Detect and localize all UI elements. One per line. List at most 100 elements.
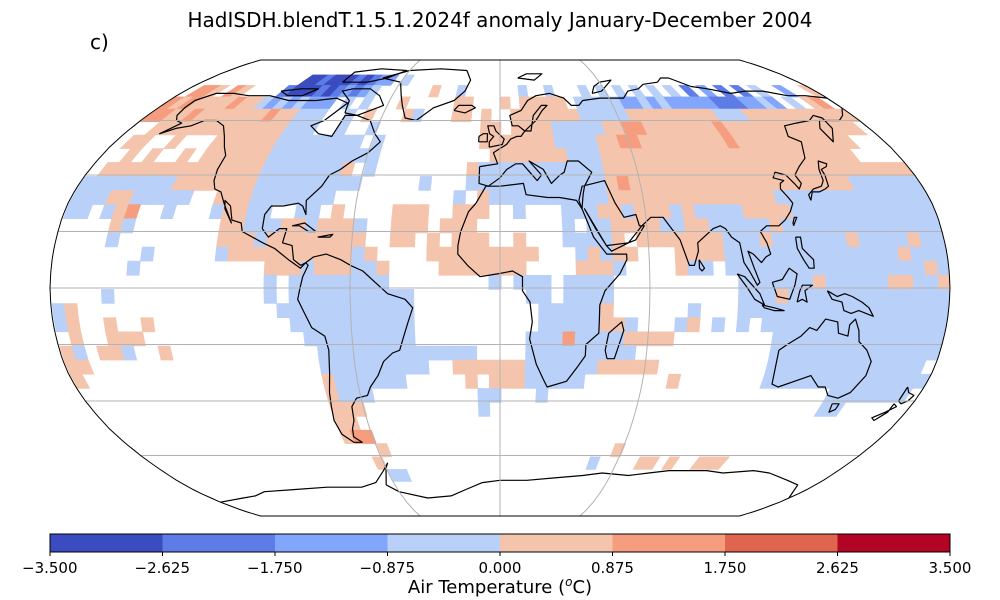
anomaly-cell xyxy=(563,303,577,318)
colorbar-tick-label: 1.750 xyxy=(703,559,747,577)
anomaly-cell xyxy=(332,121,352,136)
anomaly-cell xyxy=(289,246,304,262)
anomaly-cell xyxy=(835,134,862,149)
coastline xyxy=(220,462,799,503)
anomaly-cell xyxy=(176,190,195,205)
anomaly-cell xyxy=(428,85,442,98)
anomaly-cell xyxy=(363,303,378,318)
anomaly-cell xyxy=(370,134,387,149)
colorbar-tick-label: 0.000 xyxy=(478,559,522,577)
anomaly-cell xyxy=(622,345,637,361)
anomaly-cell xyxy=(464,345,478,361)
anomaly-cell xyxy=(512,190,526,205)
anomaly-cell xyxy=(227,246,242,262)
anomaly-cell xyxy=(329,345,344,361)
anomaly-cell xyxy=(438,260,452,276)
anomaly-cell xyxy=(488,275,502,290)
anomaly-cell xyxy=(824,260,839,276)
anomaly-cell xyxy=(511,134,524,149)
anomaly-cell xyxy=(140,317,156,333)
anomaly-cell xyxy=(535,176,549,191)
anomaly-cell xyxy=(276,246,292,262)
anomaly-cell xyxy=(519,108,532,123)
anomaly-cell xyxy=(558,176,573,191)
anomaly-cell xyxy=(884,246,900,262)
coastline xyxy=(297,253,414,443)
anomaly-cell xyxy=(661,85,683,98)
anomaly-cell xyxy=(646,218,662,234)
anomaly-cell xyxy=(463,246,477,262)
coastline xyxy=(478,77,844,286)
anomaly-cell xyxy=(511,148,524,163)
anomaly-cell xyxy=(562,232,576,248)
anomaly-cell xyxy=(438,246,453,262)
coastline xyxy=(792,216,798,227)
anomaly-cell xyxy=(524,373,538,389)
anomaly-cell xyxy=(873,303,889,318)
anomaly-cell xyxy=(418,176,433,191)
anomaly-cell xyxy=(912,275,927,290)
anomaly-cell xyxy=(390,218,405,234)
anomaly-cell xyxy=(163,134,188,149)
coastline xyxy=(159,92,381,269)
anomaly-cell xyxy=(612,260,627,276)
anomaly-cell xyxy=(426,232,441,248)
anomaly-cell xyxy=(841,121,869,136)
anomaly-cell xyxy=(306,204,322,219)
anomaly-cell xyxy=(500,176,514,191)
anomaly-cell xyxy=(65,317,82,333)
anomaly-cell xyxy=(834,317,850,333)
anomaly-cell xyxy=(452,359,466,375)
anomaly-cell xyxy=(242,218,259,234)
anomaly-cell xyxy=(560,204,575,219)
anomaly-cell xyxy=(364,331,379,347)
coastline xyxy=(698,259,706,272)
anomaly-cell xyxy=(762,289,777,304)
anomaly-cell xyxy=(325,289,340,304)
anomaly-cell xyxy=(697,232,713,248)
anomaly-cell xyxy=(512,359,526,375)
anomaly-cell xyxy=(610,218,625,234)
anomaly-cell xyxy=(924,260,939,276)
anomaly-cell xyxy=(835,246,851,262)
anomaly-cell xyxy=(575,289,590,304)
anomaly-cell xyxy=(683,218,699,234)
anomaly-cell xyxy=(403,359,418,375)
anomaly-cell xyxy=(513,246,527,262)
anomaly-cell xyxy=(414,218,429,234)
anomaly-cell xyxy=(74,204,94,219)
anomaly-cell xyxy=(886,260,902,276)
anomaly-cell xyxy=(488,359,502,375)
colorbar-tick-label: 0.875 xyxy=(591,559,634,577)
anomaly-cell xyxy=(51,303,67,318)
coastline xyxy=(457,182,628,388)
coastline xyxy=(604,321,625,360)
anomaly-cell xyxy=(328,218,344,234)
anomaly-cell xyxy=(500,373,514,389)
anomaly-cell xyxy=(872,246,888,262)
anomaly-cell xyxy=(64,303,79,318)
anomaly-cell xyxy=(644,85,665,98)
anomaly-cell xyxy=(563,275,577,290)
anomaly-cell xyxy=(737,303,752,318)
anomaly-cell xyxy=(758,232,774,248)
colorbar-label-end: C) xyxy=(572,577,593,598)
coastline xyxy=(771,267,798,300)
anomaly-cell xyxy=(925,289,940,304)
anomaly-cell xyxy=(410,108,426,123)
anomaly-cell xyxy=(674,246,689,262)
anomaly-cell xyxy=(813,275,827,290)
anomaly-cell xyxy=(695,218,711,234)
anomaly-cell xyxy=(464,218,478,234)
coastlines xyxy=(159,68,915,503)
anomaly-cell xyxy=(644,359,660,375)
anomaly-cell xyxy=(600,303,614,318)
colorbar-label: Air Temperature (oC) xyxy=(0,575,1000,598)
anomaly-cell xyxy=(875,275,890,290)
anomaly-cell xyxy=(396,469,413,482)
anomaly-cell xyxy=(450,260,465,276)
anomaly-cell xyxy=(330,204,346,219)
anomaly-cell xyxy=(401,232,416,248)
anomaly-cell xyxy=(263,260,278,276)
